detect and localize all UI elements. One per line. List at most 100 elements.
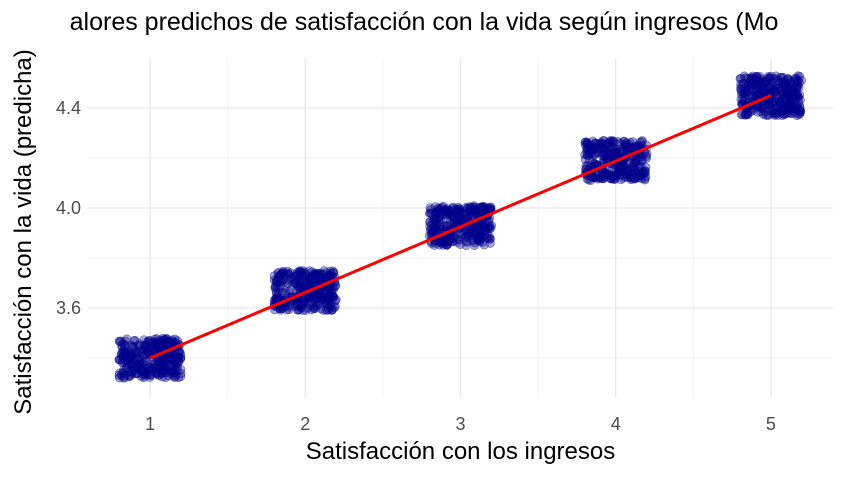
data-point (748, 73, 758, 83)
data-point (169, 371, 179, 381)
data-point (127, 368, 137, 378)
data-point (151, 368, 161, 378)
data-point (743, 110, 753, 120)
data-point (615, 148, 625, 158)
data-point (795, 106, 805, 116)
data-point (114, 370, 124, 380)
data-point (785, 90, 795, 100)
data-point (599, 155, 609, 165)
data-point (435, 220, 445, 230)
data-point (486, 202, 496, 212)
data-point (753, 107, 763, 117)
data-point (615, 139, 625, 149)
data-point (125, 352, 135, 362)
data-point (736, 79, 746, 89)
x-tick-label: 4 (611, 414, 621, 434)
data-point (445, 210, 455, 220)
data-point (795, 103, 805, 113)
data-point (636, 171, 646, 181)
data-point (448, 237, 458, 247)
data-point (293, 281, 303, 291)
x-tick-label: 2 (300, 414, 310, 434)
data-point (461, 232, 471, 242)
data-point (131, 350, 141, 360)
data-point (173, 352, 183, 362)
data-point (795, 90, 805, 100)
data-point (425, 208, 435, 218)
data-point (117, 347, 127, 357)
data-point (591, 149, 601, 159)
data-point (604, 140, 614, 150)
data-point (448, 202, 458, 212)
data-point (781, 80, 791, 90)
data-point (114, 373, 124, 383)
data-point (793, 76, 803, 86)
data-point (581, 137, 591, 147)
data-point (735, 84, 745, 94)
data-point (768, 86, 778, 96)
data-point (284, 305, 294, 315)
data-point (745, 107, 755, 117)
data-point (485, 203, 495, 213)
data-point (758, 109, 768, 119)
data-point (311, 293, 321, 303)
data-point (164, 371, 174, 381)
data-point (627, 144, 637, 154)
data-point (270, 283, 280, 293)
data-point (158, 333, 168, 343)
data-point (328, 268, 338, 278)
data-point (139, 369, 149, 379)
data-point (607, 143, 617, 153)
data-point (119, 346, 129, 356)
data-point (606, 171, 616, 181)
data-point (751, 74, 761, 84)
data-point (300, 268, 310, 278)
data-point (774, 98, 784, 108)
data-point (786, 76, 796, 86)
data-point (168, 368, 178, 378)
data-point (597, 139, 607, 149)
data-point (640, 166, 650, 176)
data-point (794, 105, 804, 115)
data-point (139, 373, 149, 383)
x-tick-label: 5 (766, 414, 776, 434)
ticks-layer: 1 2 3 4 5 3.6 4.0 4.4 (56, 98, 776, 434)
data-point (767, 77, 777, 87)
data-point (614, 165, 624, 175)
data-point (319, 270, 329, 280)
y-tick-label: 3.6 (56, 298, 81, 318)
data-point (434, 212, 444, 222)
data-point (475, 236, 485, 246)
data-point (141, 353, 151, 363)
data-point (115, 336, 125, 346)
data-point (637, 155, 647, 165)
data-point (447, 210, 457, 220)
data-point (736, 87, 746, 97)
x-tick-label: 3 (455, 414, 465, 434)
data-point (135, 359, 145, 369)
data-point (327, 305, 337, 315)
data-point (786, 108, 796, 118)
data-point (766, 101, 776, 111)
data-point (584, 175, 594, 185)
data-point (301, 280, 311, 290)
data-point (642, 149, 652, 159)
y-tick-label: 4.4 (56, 98, 81, 118)
data-point (325, 293, 335, 303)
data-point (760, 77, 770, 87)
data-point (466, 202, 476, 212)
data-point (775, 107, 785, 117)
data-point (482, 217, 492, 227)
trend-line (149, 94, 772, 360)
data-point (305, 301, 315, 311)
data-point (469, 202, 479, 212)
data-point (784, 104, 794, 114)
data-point (625, 172, 635, 182)
data-point (605, 149, 615, 159)
data-point (433, 203, 443, 213)
data-point (462, 237, 472, 247)
data-point (758, 77, 768, 87)
data-point (448, 234, 458, 244)
data-point (792, 83, 802, 93)
